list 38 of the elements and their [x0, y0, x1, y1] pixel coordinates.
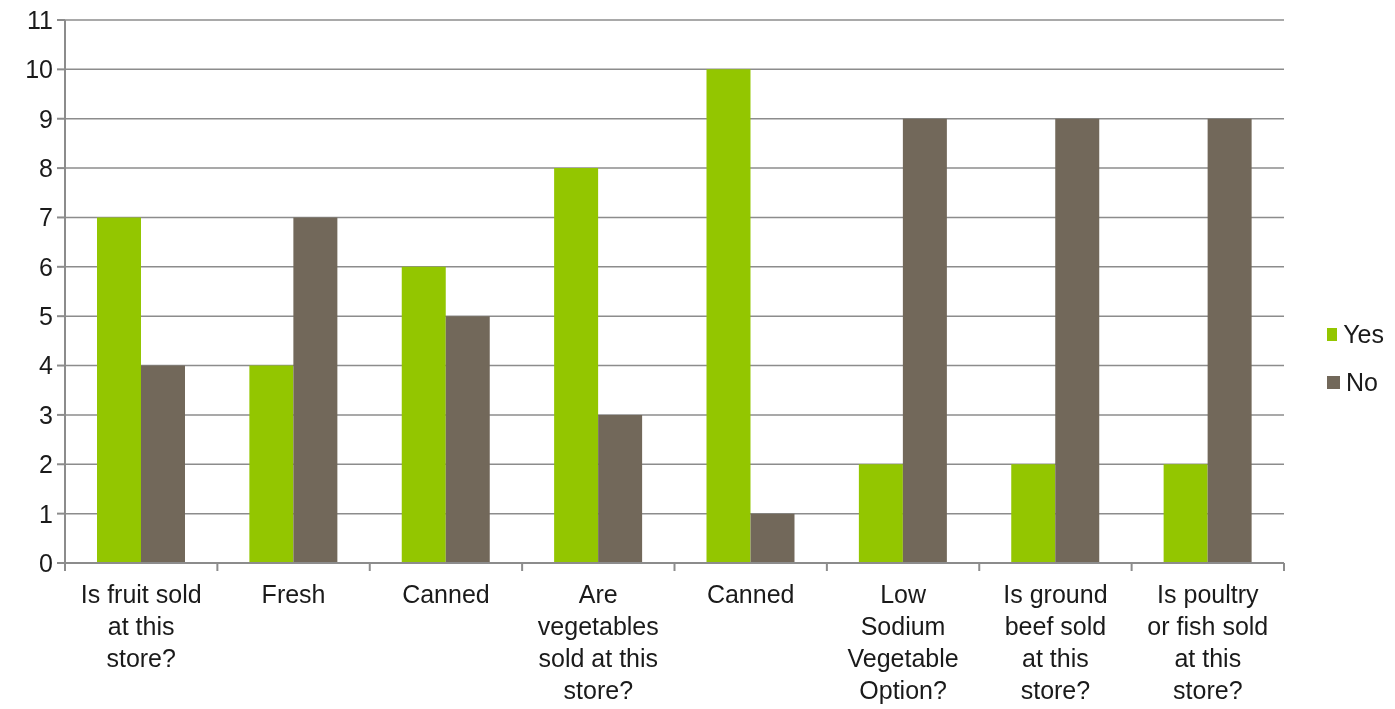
y-tick-label: 8	[39, 153, 53, 182]
bar	[445, 316, 490, 563]
bar	[1011, 464, 1056, 563]
bar	[249, 365, 294, 563]
y-tick-label: 7	[39, 203, 53, 232]
y-tick-label: 5	[39, 302, 53, 331]
bar	[1207, 118, 1252, 563]
x-tick-label: Is ground beef sold at this store?	[1003, 580, 1108, 704]
x-tick-label: Is fruit sold at this store?	[80, 580, 202, 672]
bar	[750, 513, 795, 563]
bar	[293, 217, 338, 563]
legend-label: No	[1346, 368, 1378, 397]
bar	[97, 217, 141, 563]
x-tick-label: Is poultry or fish sold at this store?	[1147, 580, 1269, 704]
bar	[1055, 118, 1100, 563]
x-tick-label: Canned	[706, 580, 795, 608]
legend-label: Yes	[1343, 320, 1384, 349]
y-tick-label: 6	[39, 252, 53, 281]
bar	[554, 168, 599, 563]
y-tick-label: 1	[39, 499, 53, 528]
x-tick-label: Are vegetables sold at this store?	[537, 580, 659, 704]
y-tick-label: 10	[25, 55, 53, 84]
bar	[858, 464, 903, 563]
x-tick-label: Canned	[402, 580, 490, 608]
bar	[706, 69, 751, 563]
bar	[598, 414, 643, 563]
y-tick-label: 0	[39, 548, 53, 577]
x-tick-label: Low Sodium Vegetable Option?	[847, 580, 959, 704]
y-tick-label: 3	[39, 400, 53, 429]
bar	[401, 266, 446, 563]
y-tick-label: 2	[39, 450, 53, 479]
bar	[902, 118, 947, 563]
x-tick-label: Fresh	[261, 580, 326, 608]
bar	[141, 365, 185, 563]
y-tick-label: 9	[39, 104, 53, 133]
bar	[1163, 464, 1208, 563]
y-tick-label: 11	[27, 5, 53, 34]
y-tick-label: 4	[39, 351, 54, 380]
